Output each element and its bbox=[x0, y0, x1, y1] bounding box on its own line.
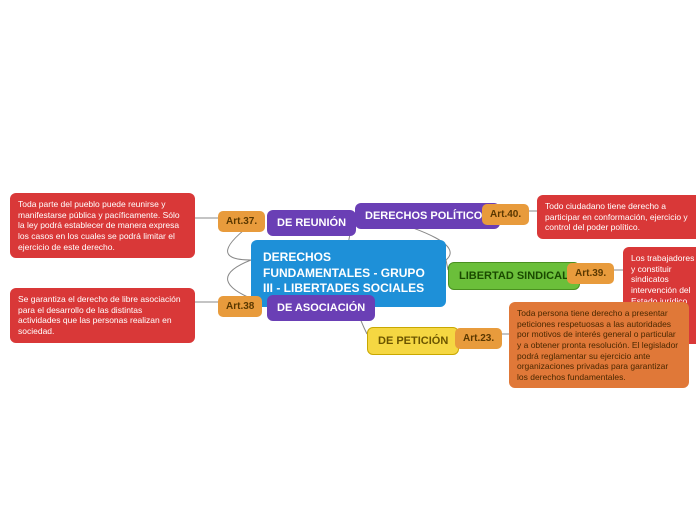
topic-reunion[interactable]: DE REUNIÓN bbox=[267, 210, 356, 236]
desc-politicos: Todo ciudadano tiene derecho a participa… bbox=[537, 195, 696, 239]
topic-politicos[interactable]: DERECHOS POLÍTICOS bbox=[355, 203, 500, 229]
topic-sindical[interactable]: LIBERTAD SINDICAL bbox=[448, 262, 580, 290]
topic-peticion[interactable]: DE PETICIÓN bbox=[367, 327, 459, 355]
art-sindical[interactable]: Art.39. bbox=[567, 263, 614, 284]
desc-asociacion-text: Se garantiza el derecho de libre asociac… bbox=[18, 294, 181, 336]
topic-peticion-label: DE PETICIÓN bbox=[378, 335, 448, 347]
art-sindical-label: Art.39. bbox=[575, 268, 606, 279]
desc-peticion: Toda persona tiene derecho a presentar p… bbox=[509, 302, 689, 388]
art-politicos-label: Art.40. bbox=[490, 209, 521, 220]
art-reunion[interactable]: Art.37. bbox=[218, 211, 265, 232]
desc-asociacion: Se garantiza el derecho de libre asociac… bbox=[10, 288, 195, 343]
topic-asociacion-label: DE ASOCIACIÓN bbox=[277, 302, 365, 314]
art-asociacion[interactable]: Art.38 bbox=[218, 296, 262, 317]
art-asociacion-label: Art.38 bbox=[226, 301, 254, 312]
art-peticion[interactable]: Art.23. bbox=[455, 328, 502, 349]
topic-politicos-label: DERECHOS POLÍTICOS bbox=[365, 210, 490, 222]
art-peticion-label: Art.23. bbox=[463, 333, 494, 344]
topic-sindical-label: LIBERTAD SINDICAL bbox=[459, 270, 569, 282]
center-title: DERECHOS FUNDAMENTALES - GRUPO III - LIB… bbox=[263, 250, 425, 295]
topic-reunion-label: DE REUNIÓN bbox=[277, 217, 346, 229]
desc-politicos-text: Todo ciudadano tiene derecho a participa… bbox=[545, 201, 688, 232]
art-reunion-label: Art.37. bbox=[226, 216, 257, 227]
desc-reunion-text: Toda parte del pueblo puede reunirse y m… bbox=[18, 199, 180, 252]
desc-peticion-text: Toda persona tiene derecho a presentar p… bbox=[517, 308, 678, 382]
topic-asociacion[interactable]: DE ASOCIACIÓN bbox=[267, 295, 375, 321]
desc-reunion: Toda parte del pueblo puede reunirse y m… bbox=[10, 193, 195, 258]
art-politicos[interactable]: Art.40. bbox=[482, 204, 529, 225]
